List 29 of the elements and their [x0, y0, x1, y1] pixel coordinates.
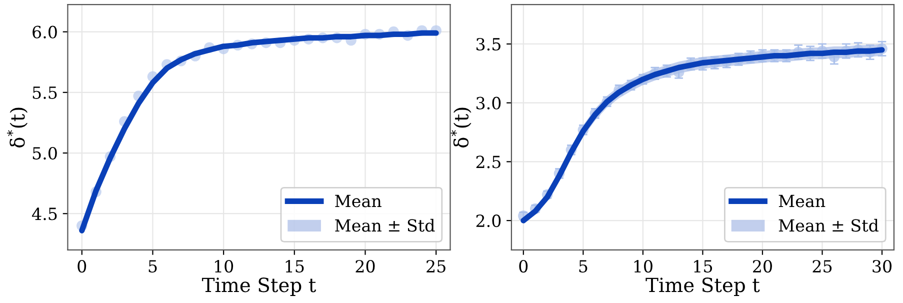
annotation: Mean ± Std	[778, 218, 878, 232]
y-tick-label: 2.5	[476, 156, 500, 168]
y-tick-label: 3.5	[476, 38, 500, 51]
x-tick-label: 30	[872, 260, 892, 273]
y-tick-label: 2.0	[476, 214, 501, 228]
annotation: Mean ± Std	[335, 218, 435, 232]
x-axis-title: Time Step t	[202, 278, 316, 296]
x-tick-label: 10	[634, 260, 652, 273]
x-axis-title: Time Step t	[646, 278, 760, 296]
y-axis-title: δ$^{*}$(t)	[6, 108, 28, 148]
legend-label: Mean	[335, 194, 382, 208]
x-tick-label: 5	[148, 260, 157, 273]
x-tick-label: 15	[694, 260, 712, 273]
x-tick-label: 25	[426, 260, 446, 273]
y-tick-label: 6.0	[32, 26, 57, 38]
x-tick-label: 20	[356, 260, 375, 273]
y-axis-title: δ$^{*}$(t)	[450, 108, 472, 148]
x-tick-label: 0	[78, 260, 86, 273]
x-tick-label: 25	[812, 260, 832, 273]
x-tick-label: 5	[579, 260, 588, 273]
x-tick-label: 10	[214, 260, 234, 273]
x-tick-label: 15	[286, 260, 304, 273]
y-tick-label: 4.5	[32, 208, 57, 220]
y-tick-label: 3.0	[476, 96, 501, 110]
x-tick-label: 20	[753, 260, 772, 273]
legend-label: Mean	[778, 194, 826, 208]
y-tick-label: 5.5	[32, 86, 57, 99]
y-tick-label: 5.0	[32, 146, 57, 160]
x-tick-label: 0	[519, 260, 528, 273]
